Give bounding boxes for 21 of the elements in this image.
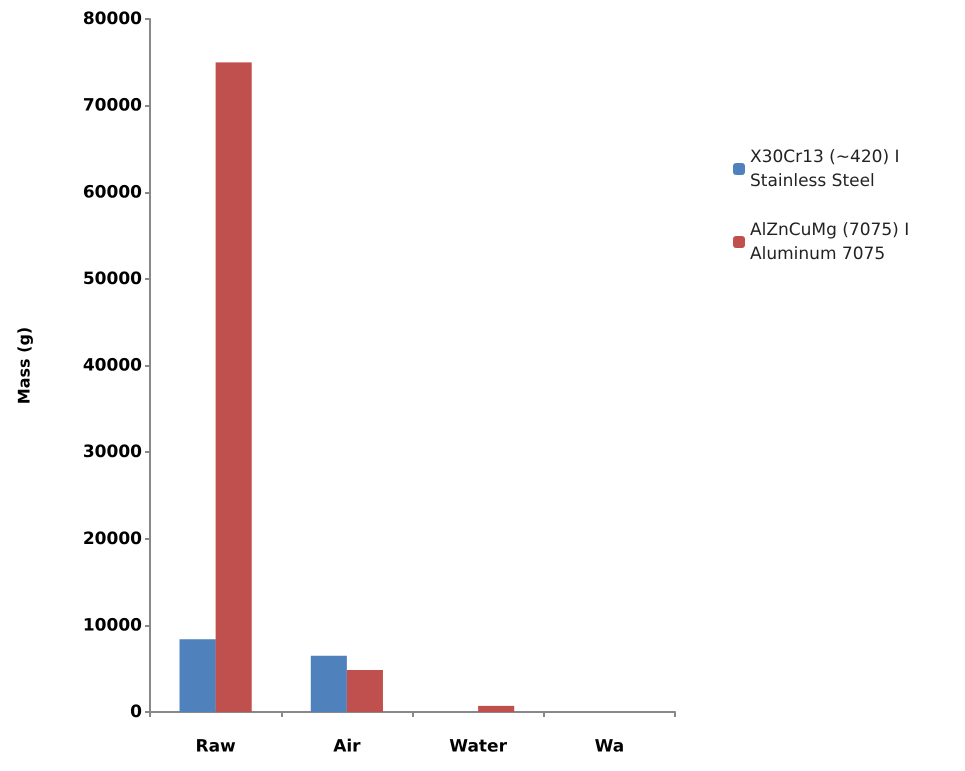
x-tick-label: Wa	[594, 736, 624, 756]
y-tick-label: 30000	[82, 442, 142, 462]
y-axis-title: Mass (g)	[14, 326, 34, 404]
bar	[216, 62, 252, 712]
y-tick-label: 40000	[82, 356, 142, 376]
y-tick-label: 50000	[82, 268, 142, 289]
y-tick-label: 0	[130, 702, 142, 722]
y-tick-label: 60000	[82, 182, 142, 202]
y-tick-label: 20000	[82, 528, 142, 549]
y-tick-label: 70000	[82, 96, 142, 116]
y-tick-label: 80000	[82, 9, 142, 29]
bar	[180, 639, 216, 712]
legend-label: AlZnCuMg (7075) I Aluminum 7075	[750, 220, 915, 264]
bar	[310, 656, 347, 712]
x-tick-label: Raw	[195, 736, 236, 756]
legend-label: X30Cr13 (~420) I Stainless Steel	[750, 147, 905, 191]
x-tick-label: Air	[333, 736, 362, 756]
y-tick-label: 10000	[82, 615, 142, 636]
x-tick-label: Water	[449, 736, 508, 756]
bar	[478, 706, 514, 712]
bar	[346, 670, 383, 712]
